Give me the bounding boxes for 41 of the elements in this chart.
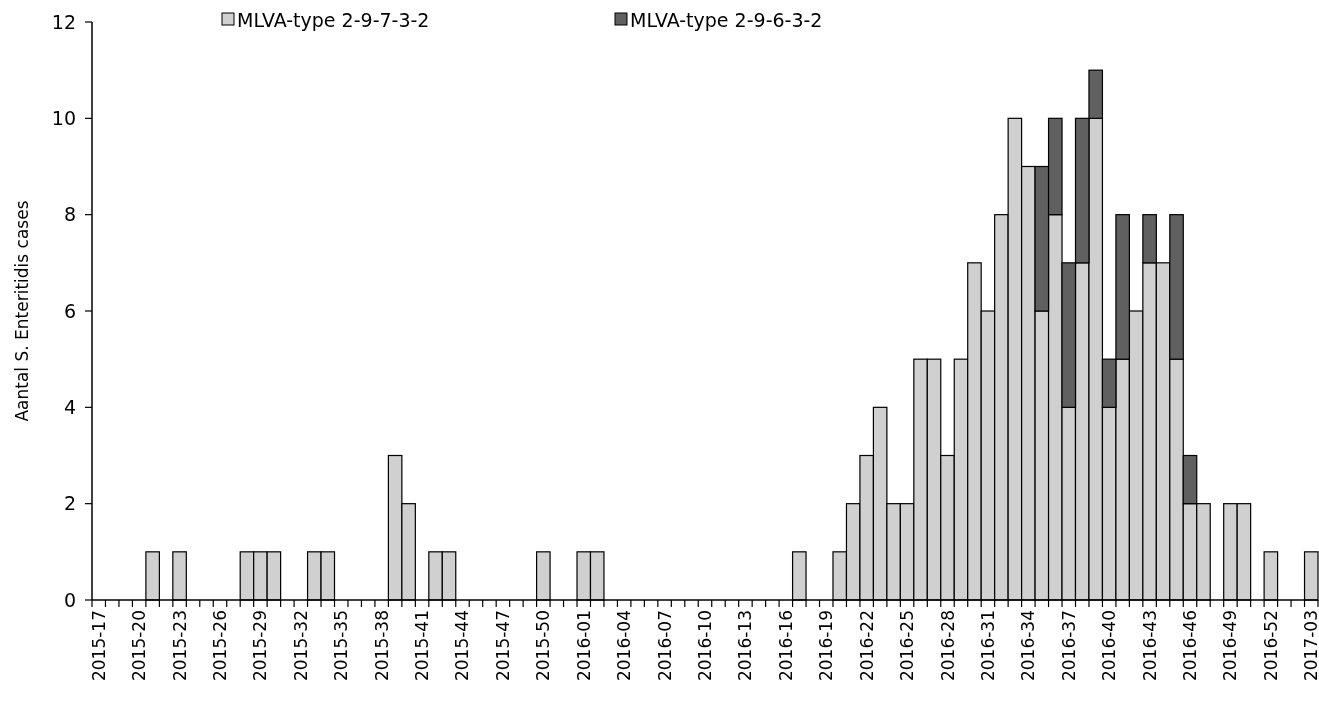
y-tick-label: 2	[63, 492, 76, 515]
x-tick-label: 2016-13	[735, 610, 756, 682]
x-tick-label: 2016-52	[1260, 610, 1281, 682]
x-tick-label: 2016-01	[573, 610, 594, 682]
x-tick-label: 2015-44	[452, 610, 473, 682]
x-tick-label: 2016-22	[856, 610, 877, 682]
x-tick-label: 2017-03	[1301, 610, 1319, 682]
x-tick-label: 2016-46	[1180, 610, 1201, 682]
x-tick-label: 2016-43	[1139, 610, 1160, 682]
x-tick-label: 2015-29	[250, 610, 271, 682]
y-tick-label: 6	[63, 299, 76, 322]
y-tick-label: 4	[63, 395, 76, 418]
x-tick-label: 2016-37	[1058, 610, 1079, 682]
x-tick-label: 2015-32	[290, 610, 311, 682]
legend-label: MLVA-type 2-9-7-3-2	[237, 8, 430, 31]
x-tick-label: 2015-38	[371, 610, 392, 682]
y-axis-title: Aantal S. Enteritidis cases	[12, 200, 32, 422]
y-tick-label: 10	[51, 106, 76, 129]
x-tick-label: 2016-31	[977, 610, 998, 682]
x-tick-label: 2016-07	[654, 610, 675, 682]
x-tick-label: 2015-50	[533, 610, 554, 682]
legend-label: MLVA-type 2-9-6-3-2	[630, 8, 823, 31]
x-tick-label: 2015-23	[169, 610, 190, 682]
x-tick-label: 2016-16	[775, 610, 796, 682]
x-tick-label: 2016-28	[937, 610, 958, 682]
x-tick-label: 2016-19	[816, 610, 837, 682]
x-tick-label: 2016-04	[614, 610, 635, 682]
x-tick-label: 2015-17	[88, 610, 109, 682]
x-tick-label: 2015-41	[412, 610, 433, 682]
x-tick-label: 2015-35	[331, 610, 352, 682]
x-tick-label: 2016-25	[897, 610, 918, 682]
x-tick-label: 2016-40	[1099, 610, 1120, 682]
x-tick-label: 2016-34	[1018, 610, 1039, 682]
x-tick-label: 2015-20	[129, 610, 150, 682]
x-tick-label: 2015-47	[492, 610, 513, 682]
y-tick-label: 8	[63, 203, 76, 226]
y-tick-label: 0	[63, 588, 76, 611]
y-tick-label: 12	[51, 10, 76, 33]
x-tick-label: 2015-26	[209, 610, 230, 682]
x-tick-label: 2016-10	[695, 610, 715, 682]
x-tick-label: 2016-49	[1220, 610, 1241, 682]
